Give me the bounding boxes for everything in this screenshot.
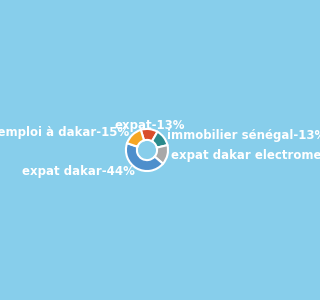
Wedge shape bbox=[141, 129, 157, 141]
Text: offre d'emploi à dakar-15%: offre d'emploi à dakar-15% bbox=[0, 126, 130, 139]
Wedge shape bbox=[152, 132, 167, 148]
Wedge shape bbox=[127, 130, 144, 147]
Text: expat dakar electromenag...: expat dakar electromenag... bbox=[171, 149, 320, 162]
Text: immobilier sénégal-13%: immobilier sénégal-13% bbox=[167, 129, 320, 142]
Text: expat dakar-44%: expat dakar-44% bbox=[22, 165, 135, 178]
Wedge shape bbox=[155, 145, 168, 164]
Text: expat-13%: expat-13% bbox=[115, 119, 185, 132]
Wedge shape bbox=[126, 143, 163, 171]
